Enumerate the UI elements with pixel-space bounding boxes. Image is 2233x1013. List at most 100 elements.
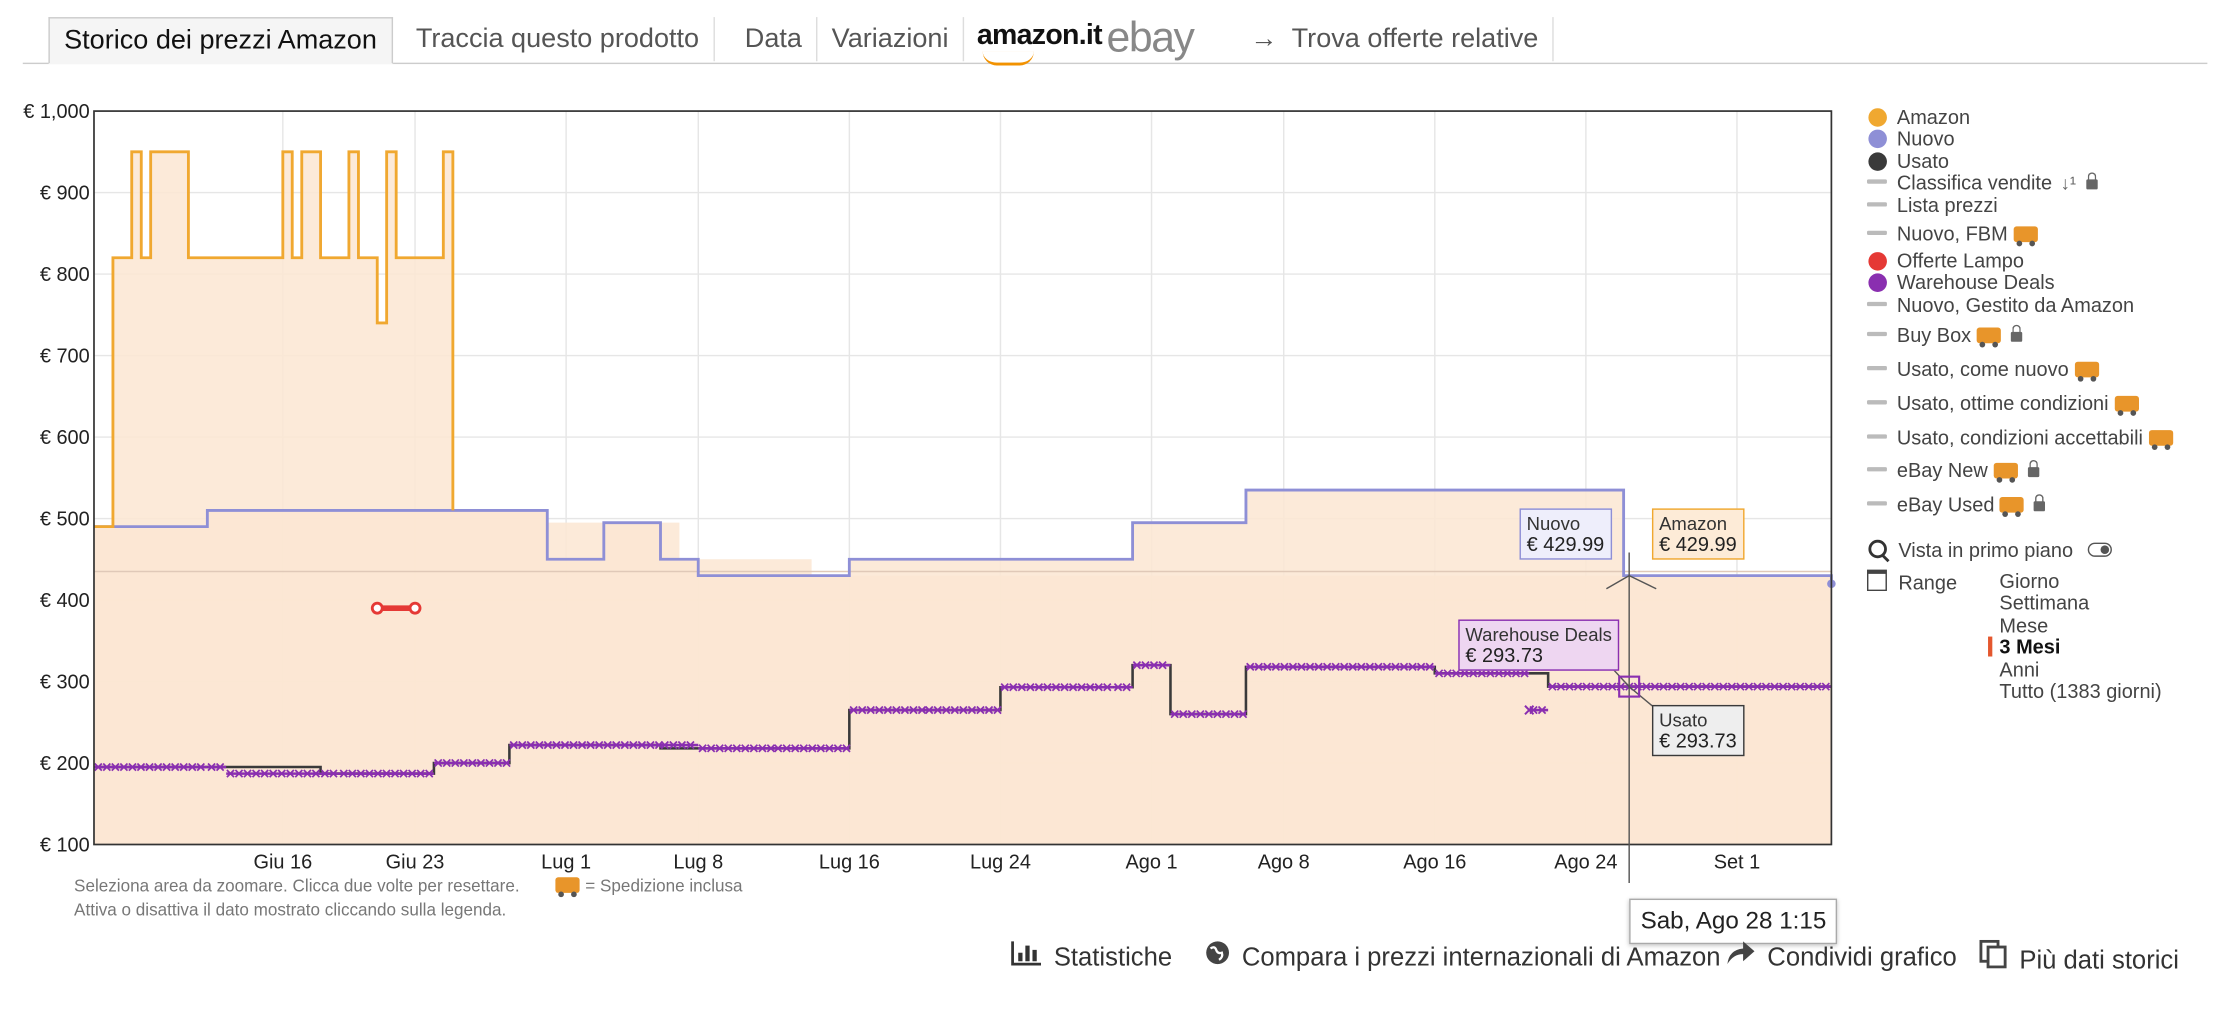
- range-option-years[interactable]: Anni: [1999, 657, 2040, 681]
- warehouse-marker: [434, 758, 443, 768]
- warehouse-marker: [1357, 662, 1366, 672]
- legend-dash-icon: [1866, 179, 1887, 184]
- legend-item[interactable]: eBay Used: [1866, 493, 2046, 517]
- warehouse-marker: [892, 705, 901, 715]
- sort-icon: ↓¹: [2060, 172, 2077, 194]
- legend-item[interactable]: Nuovo, Gestito da Amazon: [1866, 293, 2134, 316]
- y-tick-label: € 900: [40, 183, 90, 205]
- legend-item[interactable]: Nuovo, FBM: [1866, 222, 2038, 247]
- warehouse-marker: [1511, 669, 1521, 678]
- calendar-icon: [1866, 569, 1887, 592]
- legend-item[interactable]: Warehouse Deals: [1866, 271, 2055, 293]
- tab-bar: Storico dei prezzi Amazon Traccia questo…: [22, 14, 2208, 66]
- legend-item[interactable]: Usato, come nuovo: [1866, 357, 2099, 382]
- legend-item[interactable]: Usato, condizioni accettabili: [1866, 425, 2173, 451]
- legend-item[interactable]: Usato, ottime condizioni: [1866, 392, 2139, 416]
- legend-item[interactable]: Amazon: [1866, 105, 1970, 128]
- find-offers-link[interactable]: → Trova offerte relative: [1236, 17, 1554, 62]
- legend-label: Nuovo: [1896, 126, 1955, 150]
- warehouse-marker: [917, 705, 927, 715]
- warehouse-marker: [883, 705, 892, 715]
- tooltip-usato-label: Usato: [1659, 709, 1708, 731]
- truck-icon: [1993, 462, 2018, 483]
- toggle-icon[interactable]: [2087, 542, 2112, 557]
- tooltip-warehouse-value: € 293.73: [1465, 643, 1544, 667]
- warehouse-marker: [1196, 709, 1205, 719]
- compare-international-button[interactable]: Compara i prezzi internazionali di Amazo…: [1205, 940, 1721, 973]
- warehouse-marker: [119, 762, 129, 772]
- search-icon: [1868, 539, 1890, 563]
- tooltip-usato: Usato € 293.73: [1651, 704, 1744, 757]
- range-option-day[interactable]: Giorno: [1999, 569, 2060, 593]
- tab-price-history[interactable]: Storico dei prezzi Amazon: [48, 17, 393, 65]
- y-tick-label: € 200: [40, 753, 90, 775]
- legend-item[interactable]: Offerte Lampo: [1866, 249, 2024, 272]
- y-tick-label: € 700: [40, 346, 90, 368]
- truck-icon: [2074, 361, 2099, 382]
- zoom-toggle[interactable]: Vista in primo piano: [1866, 538, 2112, 563]
- warehouse-marker: [1494, 669, 1504, 678]
- legend-item[interactable]: eBay New: [1866, 459, 2040, 483]
- legend-dash-icon: [1866, 230, 1887, 235]
- warehouse-marker: [1520, 669, 1529, 678]
- range-option-month[interactable]: Mese: [1999, 613, 2049, 637]
- warehouse-marker: [1452, 669, 1461, 678]
- x-tick-label: Lug 8: [673, 852, 723, 874]
- warehouse-marker: [170, 762, 180, 772]
- warehouse-marker: [1009, 683, 1018, 692]
- legend-item[interactable]: Lista prezzi: [1866, 194, 1998, 216]
- warehouse-marker: [950, 705, 959, 715]
- legend-dash-icon: [1866, 467, 1887, 472]
- warehouse-marker: [1565, 682, 1574, 691]
- more-history-button[interactable]: Più dati storici: [1979, 939, 2179, 976]
- legend-item[interactable]: Buy Box: [1866, 323, 2023, 348]
- warehouse-marker: [1416, 662, 1426, 672]
- legend-item[interactable]: Nuovo: [1866, 127, 1955, 150]
- range-label: Range: [1898, 571, 1958, 594]
- warehouse-marker: [569, 740, 578, 750]
- warehouse-marker: [660, 740, 669, 750]
- warehouse-marker: [399, 769, 408, 778]
- warehouse-marker: [577, 740, 587, 750]
- y-tick-label: € 800: [40, 264, 90, 286]
- range-option-week[interactable]: Settimana: [1999, 591, 2090, 614]
- y-tick-label: € 1,000: [23, 101, 89, 123]
- warehouse-marker: [286, 769, 295, 778]
- warehouse-marker: [407, 769, 417, 778]
- legend-dash-icon: [1866, 434, 1887, 439]
- warehouse-marker: [1590, 682, 1600, 691]
- share-chart-button[interactable]: Condividi grafico: [1725, 940, 1957, 973]
- x-tick-label: Ago 16: [1403, 852, 1466, 874]
- legend-dash-icon: [1866, 301, 1887, 307]
- tab-variations[interactable]: Variazioni: [817, 17, 965, 62]
- warehouse-marker: [303, 769, 312, 778]
- x-tick-label: Lug 16: [819, 852, 880, 874]
- warehouse-marker: [1503, 669, 1512, 678]
- warehouse-marker: [959, 705, 968, 715]
- legend-item[interactable]: Classifica vendite ↓¹: [1866, 171, 2098, 194]
- legend-label: Nuovo, FBM: [1896, 222, 2008, 245]
- stats-button[interactable]: Statistiche: [1011, 940, 1172, 973]
- warehouse-marker: [1348, 662, 1357, 672]
- warehouse-marker: [866, 705, 875, 715]
- warehouse-marker: [136, 762, 146, 772]
- warehouse-marker: [1043, 683, 1052, 692]
- tab-track-product[interactable]: Traccia questo prodotto: [402, 17, 715, 62]
- ebay-logo[interactable]: ebay: [1106, 14, 1195, 62]
- warehouse-marker: [145, 762, 154, 772]
- warehouse-marker: [365, 769, 374, 778]
- range-option-all[interactable]: Tutto (1383 giorni): [1999, 679, 2162, 703]
- legend-label: Amazon: [1896, 105, 1971, 129]
- warehouse-marker: [226, 769, 235, 778]
- tab-data[interactable]: Data: [731, 17, 818, 62]
- legend-item[interactable]: Usato: [1866, 150, 1949, 172]
- legend-label: Usato, condizioni accettabili: [1896, 425, 2143, 449]
- amazon-logo[interactable]: amazon.it: [977, 20, 1103, 66]
- warehouse-marker: [1263, 662, 1272, 672]
- warehouse-marker: [1486, 669, 1495, 678]
- warehouse-marker: [1149, 661, 1159, 670]
- price-chart[interactable]: € 1,000 € 900 € 800 € 700 € 600 € 500 € 400 € 3…: [0, 85, 1851, 883]
- range-option-3-months[interactable]: 3 Mesi: [1999, 635, 2061, 658]
- warehouse-marker: [1676, 682, 1685, 691]
- warehouse-marker: [749, 744, 759, 753]
